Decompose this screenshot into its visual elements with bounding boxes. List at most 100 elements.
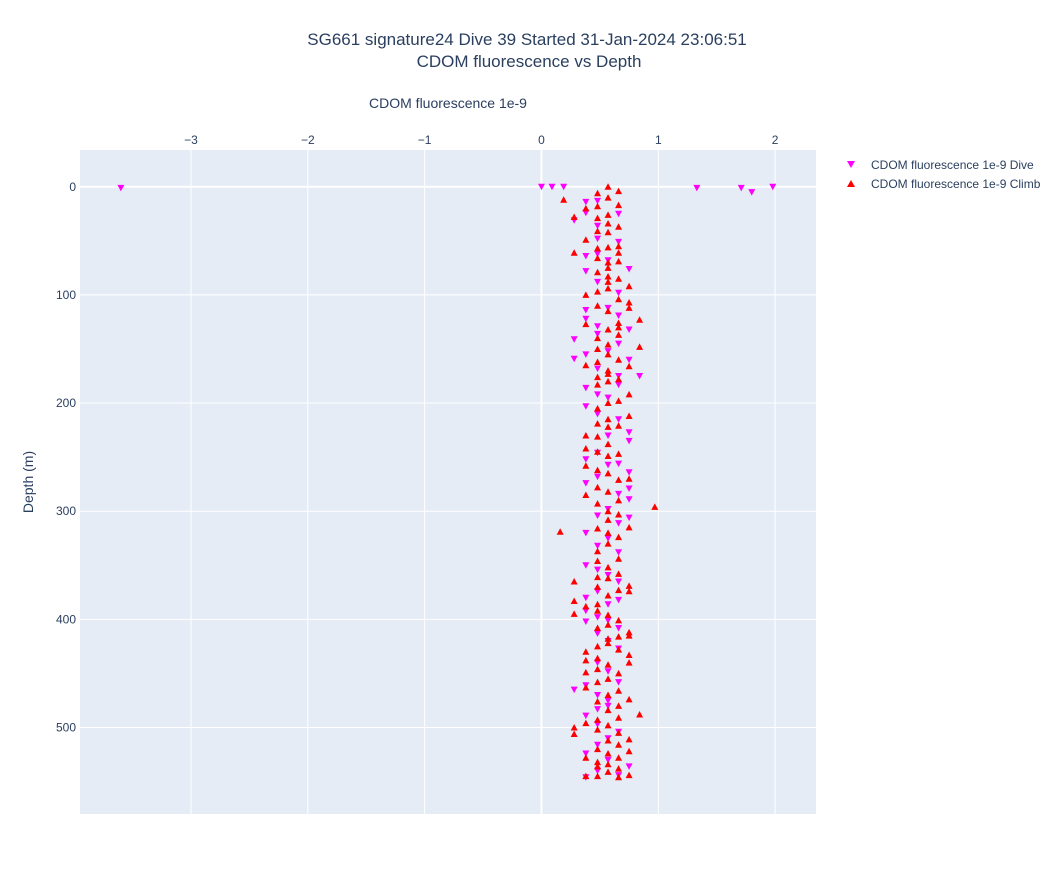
climb-point	[582, 648, 590, 655]
climb-point	[570, 577, 578, 585]
y-axis-title: Depth (m)	[20, 451, 36, 513]
climb-point	[594, 654, 602, 662]
climb-point	[604, 326, 612, 333]
dive-point	[615, 624, 623, 632]
climb-point	[604, 211, 612, 218]
dive-point	[625, 356, 633, 364]
dive-point	[594, 197, 602, 205]
climb-point	[594, 557, 602, 564]
climb-point	[594, 573, 602, 581]
climb-point	[615, 496, 623, 504]
climb-point	[594, 466, 602, 474]
climb-point	[594, 448, 602, 455]
climb-point	[582, 668, 590, 676]
dive-point	[594, 235, 602, 243]
dive-point	[594, 278, 602, 286]
climb-point	[615, 223, 623, 230]
dive-point	[615, 238, 623, 246]
climb-point	[582, 754, 590, 761]
climb-point	[615, 669, 623, 677]
climb-point	[625, 651, 633, 659]
climb-point	[625, 475, 633, 482]
climb-point	[604, 341, 612, 348]
climb-point	[594, 665, 602, 673]
dive-point	[625, 763, 633, 770]
climb-point	[625, 587, 633, 595]
climb-point	[615, 450, 623, 457]
climb-point	[604, 516, 612, 523]
climb-point	[604, 721, 612, 729]
climb-point	[582, 291, 590, 298]
dive-point	[582, 712, 590, 720]
dive-point	[615, 340, 623, 348]
dive-point	[615, 210, 623, 218]
dive-point	[604, 432, 612, 439]
legend-marker-dive	[847, 161, 855, 168]
dive-point	[693, 184, 701, 192]
climb-point	[594, 678, 602, 686]
dive-point	[560, 183, 568, 191]
climb-point	[615, 765, 623, 772]
dive-point	[594, 741, 602, 749]
dive-point	[615, 460, 623, 468]
climb-point	[594, 607, 602, 614]
dive-point	[625, 326, 633, 334]
climb-point	[615, 555, 623, 562]
climb-point	[636, 343, 644, 350]
climb-point	[594, 600, 602, 608]
climb-point	[582, 236, 590, 243]
legend-item-dive[interactable]: CDOM fluorescence 1e-9 Dive	[847, 158, 1034, 172]
dive-point	[604, 394, 612, 402]
x-tick-label: −2	[301, 133, 315, 147]
climb-point	[594, 583, 602, 590]
climb-point	[615, 741, 623, 748]
y-axis: 0 100 200 300 400 500	[56, 180, 76, 735]
climb-point	[604, 243, 612, 251]
dive-point	[594, 512, 602, 520]
climb-point	[604, 635, 612, 642]
climb-point	[594, 500, 602, 507]
climb-point	[615, 633, 623, 640]
climb-point	[615, 242, 623, 250]
dive-point	[570, 355, 578, 363]
y-tick-label: 400	[56, 612, 76, 626]
x-tick-label: 2	[772, 133, 779, 147]
climb-point	[582, 320, 590, 328]
climb-point	[594, 302, 602, 309]
y-tick-label: 200	[56, 396, 76, 410]
climb-point	[604, 415, 612, 423]
dive-point	[594, 391, 602, 398]
climb-point	[615, 275, 623, 282]
chart-subtitle: CDOM fluorescence vs Depth	[417, 52, 642, 71]
dive-point	[737, 184, 745, 192]
climb-point	[615, 570, 623, 577]
dive-point	[582, 384, 590, 392]
climb-point	[582, 719, 590, 727]
climb-point	[615, 249, 623, 256]
dive-point	[748, 189, 756, 196]
dive-point	[604, 461, 612, 469]
dive-point	[615, 596, 623, 604]
climb-point	[594, 716, 602, 723]
dive-point	[594, 250, 602, 258]
climb-point	[594, 483, 602, 491]
legend-item-climb[interactable]: CDOM fluorescence 1e-9 Climb	[847, 177, 1041, 191]
climb-point	[604, 183, 612, 190]
climb-point	[604, 749, 612, 757]
dive-point	[615, 578, 623, 585]
climb-point	[615, 331, 623, 338]
climb-point	[604, 258, 612, 266]
dive-point	[582, 750, 590, 757]
climb-point	[594, 373, 602, 381]
dive-point	[625, 469, 633, 476]
climb-point	[604, 529, 612, 536]
climb-point	[582, 602, 590, 610]
dive-point	[582, 480, 590, 487]
dive-point	[604, 756, 612, 764]
dive-point	[594, 330, 602, 338]
climb-point	[615, 187, 623, 195]
climb-point	[625, 362, 633, 370]
dive-point	[625, 496, 633, 503]
dive-point	[582, 315, 590, 323]
